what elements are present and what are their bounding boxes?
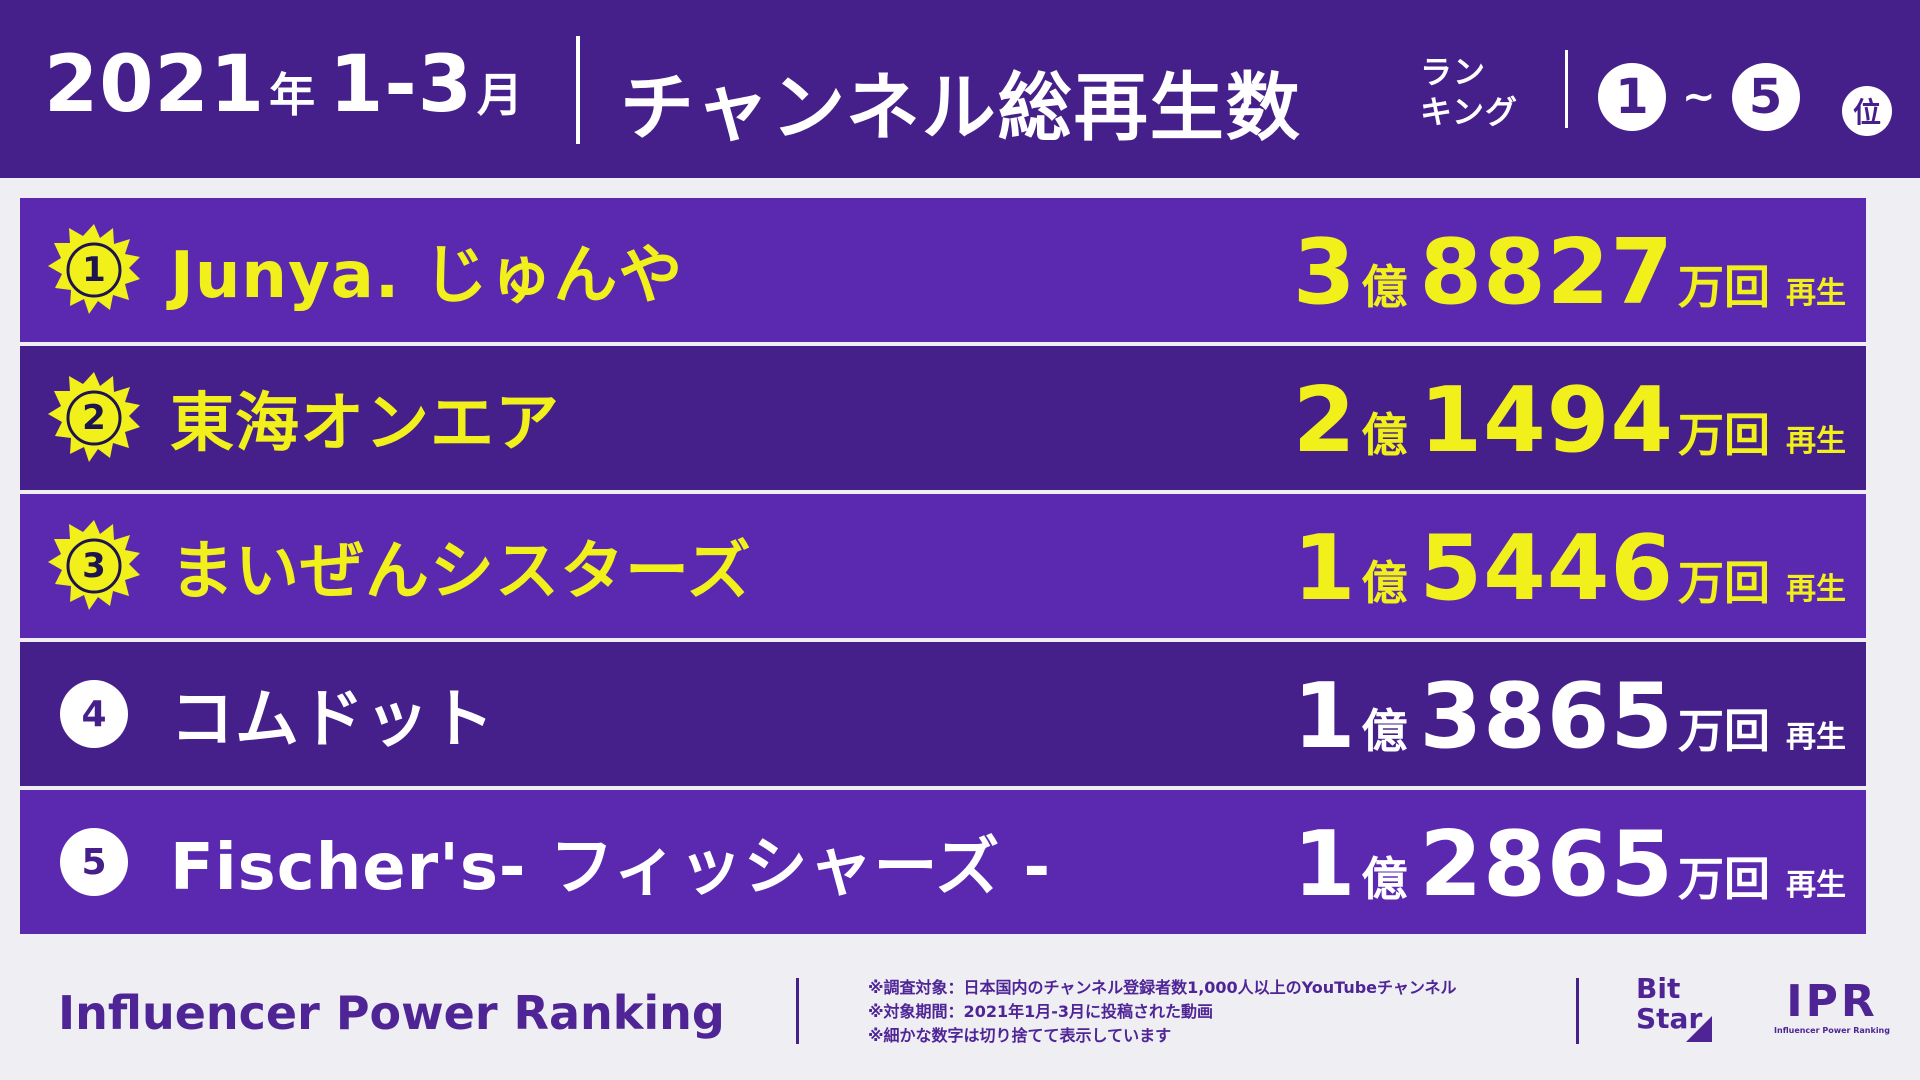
period-label: 2021 年 1-3 月 [44,40,537,140]
rank-range: 1 ~ 5 [1598,62,1800,132]
ranking-row-4: 4 コムドット 1 億 3865 万回 再生 [20,642,1866,786]
man-number: 2865 [1419,812,1674,917]
ipr-logo: IPR Influencer Power Ranking [1772,978,1892,1044]
bitstar-logo: Bit Star [1636,974,1712,1042]
header-divider-2 [1565,50,1568,128]
gold-medal-icon: 3 [48,520,140,612]
position-badge: 位 [1842,86,1892,136]
footer-divider [796,978,799,1044]
saisei-unit: 再生 [1786,424,1846,459]
logo-corner-shape [1686,1016,1712,1042]
ranking-row-2: 2 東海オンエア 2 億 1494 万回 再生 [20,346,1866,490]
play-count: 1 億 5446 万回 再生 [1293,494,1846,638]
rank-number: 3 [82,546,106,586]
page-title: チャンネル総再生数 [620,65,1302,151]
oku-unit: 億 [1361,408,1408,462]
footnotes: ※調査対象：日本国内のチャンネル登録者数1,000人以上のYouTubeチャンネ… [868,976,1457,1048]
month-unit: 月 [477,68,524,122]
footnote-2: ※対象期間：2021年1月-3月に投稿された動画 [868,1002,1213,1021]
play-count: 2 億 1494 万回 再生 [1293,346,1846,490]
play-count: 3 億 8827 万回 再生 [1293,198,1846,342]
man-number: 3865 [1419,664,1674,769]
channel-name: Fischer's- フィッシャーズ - [170,831,1052,905]
range-tilde: ~ [1682,74,1716,120]
month-range: 1-3 [329,40,474,130]
subtitle-line-1: ラン [1420,53,1487,91]
oku-number: 1 [1292,516,1356,621]
channel-name: まいぜんシスターズ [170,535,752,609]
ipr-logo-subtext: Influencer Power Ranking [1774,1026,1890,1035]
man-kai-unit: 万回 [1678,260,1770,314]
channel-name: コムドット [170,683,495,757]
saisei-unit: 再生 [1786,720,1846,755]
channel-name: 東海オンエア [170,387,560,461]
oku-number: 1 [1292,664,1356,769]
channel-name: Junya. じゅんや [170,239,684,313]
man-kai-unit: 万回 [1678,556,1770,610]
subtitle-line-2: キング [1420,93,1519,131]
ranking-row-1: 1 Junya. じゅんや 3 億 8827 万回 再生 [20,198,1866,342]
page-subtitle: ラン キング [1420,52,1550,132]
play-count: 1 億 3865 万回 再生 [1293,642,1846,786]
footer-divider-2 [1576,978,1579,1044]
header-banner: 2021 年 1-3 月 チャンネル総再生数 ラン キング 1 ~ 5 位 [0,0,1920,178]
man-number: 8827 [1419,220,1674,325]
saisei-unit: 再生 [1786,276,1846,311]
range-start-badge: 1 [1598,63,1666,131]
oku-unit: 億 [1361,704,1408,758]
man-kai-unit: 万回 [1678,408,1770,462]
oku-unit: 億 [1361,852,1408,906]
man-number: 5446 [1419,516,1674,621]
footnote-3: ※細かな数字は切り捨てて表示しています [868,1026,1172,1045]
ipr-logo-text: IPR [1786,976,1878,1027]
ranking-row-5: 5 Fischer's- フィッシャーズ - 1 億 2865 万回 再生 [20,790,1866,934]
man-kai-unit: 万回 [1678,852,1770,906]
gold-medal-icon: 2 [48,372,140,464]
oku-number: 1 [1292,812,1356,917]
oku-unit: 億 [1361,556,1408,610]
saisei-unit: 再生 [1786,572,1846,607]
ranking-row-3: 3 まいぜんシスターズ 1 億 5446 万回 再生 [20,494,1866,638]
rank-badge: 4 [60,680,128,748]
range-end-badge: 5 [1731,63,1800,131]
play-count: 1 億 2865 万回 再生 [1293,790,1846,934]
oku-number: 3 [1292,220,1356,325]
man-number: 1494 [1419,368,1674,473]
ranking-list: 1 Junya. じゅんや 3 億 8827 万回 再生 2 東海オンエア 2 … [20,198,1866,938]
year-unit: 年 [269,68,316,122]
man-kai-unit: 万回 [1678,704,1770,758]
footnote-1: ※調査対象：日本国内のチャンネル登録者数1,000人以上のYouTubeチャンネ… [868,978,1457,997]
saisei-unit: 再生 [1786,868,1846,903]
brand-name: Influencer Power Ranking [58,986,725,1040]
gold-medal-icon: 1 [48,224,140,316]
bitstar-logo-line-1: Bit [1636,972,1681,1005]
oku-unit: 億 [1361,260,1408,314]
year-number: 2021 [44,40,266,130]
rank-number: 2 [82,398,106,438]
rank-badge: 5 [60,828,128,896]
rank-number: 1 [82,250,106,290]
header-divider [576,36,580,144]
oku-number: 2 [1292,368,1356,473]
